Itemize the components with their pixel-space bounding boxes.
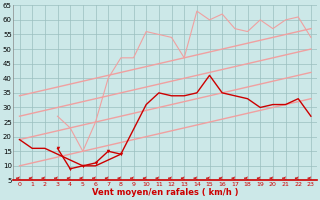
X-axis label: Vent moyen/en rafales ( km/h ): Vent moyen/en rafales ( km/h )	[92, 188, 238, 197]
